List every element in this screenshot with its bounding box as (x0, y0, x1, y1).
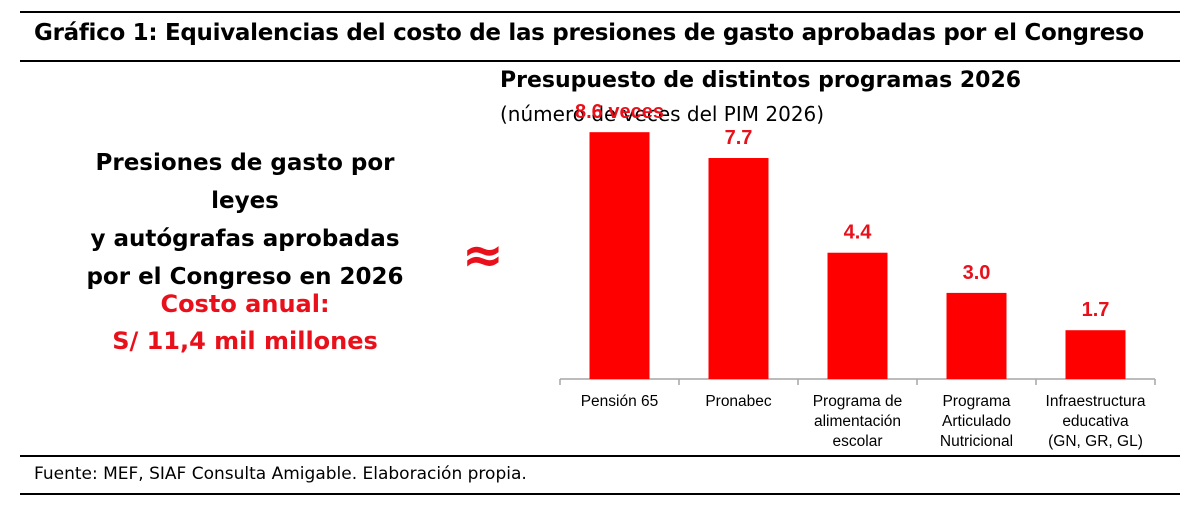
category-label: (GN, GR, GL) (1048, 433, 1143, 450)
bar (1065, 330, 1126, 379)
pressure-line: y autógrafas aprobadas (90, 226, 400, 252)
category-label: alimentación (814, 413, 901, 430)
category-label: escolar (833, 433, 883, 450)
page-title: Gráfico 1: Equivalencias del costo de la… (34, 20, 1144, 46)
bar (708, 158, 769, 379)
data-label: 7.7 (725, 127, 753, 149)
cost-label: Costo anual: (160, 290, 330, 318)
category-label: educativa (1062, 413, 1129, 430)
footer-top-rule (20, 455, 1180, 457)
top-rule (20, 11, 1180, 13)
bar (827, 252, 888, 379)
category-label: Programa (942, 393, 1010, 410)
pressure-line: por el Congreso en 2026 (86, 264, 404, 290)
category-label: Pronabec (705, 393, 772, 410)
bar (946, 292, 1007, 379)
category-label: Infraestructura (1046, 393, 1146, 410)
pressure-line: Presiones de gasto por leyes (95, 150, 395, 214)
title-rule (20, 60, 1180, 62)
chart-subtitle: (número de veces del PIM 2026) (500, 102, 825, 126)
approx-equal-icon: ≈ (462, 226, 504, 284)
bar (589, 132, 650, 379)
footer-bottom-rule (20, 493, 1180, 495)
annual-cost: Costo anual: S/ 11,4 mil millones (60, 286, 430, 360)
category-label: Articulado (942, 413, 1011, 430)
category-label: Programa de (813, 393, 903, 410)
data-label: 1.7 (1082, 299, 1110, 321)
category-label: Pensión 65 (581, 393, 659, 410)
data-label: 4.4 (844, 222, 873, 244)
pressure-description: Presiones de gasto por leyes y autógrafa… (60, 144, 430, 296)
source-note: Fuente: MEF, SIAF Consulta Amigable. Ela… (34, 464, 527, 484)
data-label: 3.0 (963, 262, 991, 284)
chart-title: Presupuesto de distintos programas 2026 (500, 68, 1022, 93)
data-label: 8.6 veces (575, 101, 664, 123)
cost-value: S/ 11,4 mil millones (112, 327, 378, 355)
category-label: Nutricional (940, 433, 1013, 450)
